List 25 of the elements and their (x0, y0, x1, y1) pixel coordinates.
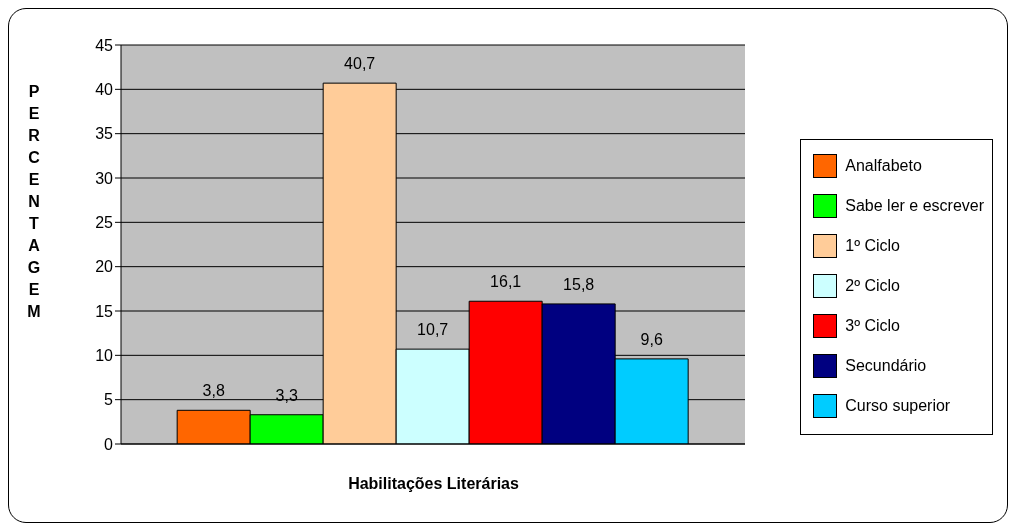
y-tick-label: 0 (104, 435, 114, 453)
y-tick-label: 25 (95, 214, 114, 232)
legend-label: Analfabeto (845, 157, 922, 175)
data-label: 15,8 (563, 275, 595, 293)
text: PERCENTAGEM (27, 83, 41, 320)
legend-label: 1º Ciclo (845, 237, 901, 255)
y-tick-label: 30 (95, 169, 114, 187)
y-tick-label: 15 (95, 302, 114, 320)
data-label: 9,6 (640, 330, 663, 348)
data-label: 40,7 (344, 55, 376, 73)
data-label: 3,8 (202, 382, 225, 400)
data-label: 10,7 (417, 321, 449, 339)
y-tick-label: 40 (95, 81, 114, 99)
y-tick-label: 20 (95, 258, 114, 276)
legend-label: 2º Ciclo (845, 277, 901, 295)
legend-label: 3º Ciclo (845, 317, 901, 335)
legend-label: Curso superior (845, 397, 951, 415)
y-tick-label: 5 (104, 391, 114, 409)
x-axis-title: Habilitações Literárias (347, 475, 520, 493)
data-label: 16,1 (490, 273, 522, 291)
y-tick-label: 45 (95, 36, 114, 54)
y-tick-label: 10 (95, 347, 114, 365)
legend-label: Secundário (845, 357, 927, 375)
y-tick-label: 35 (95, 125, 114, 143)
legend-label: Sabe ler e escrever (845, 197, 984, 215)
